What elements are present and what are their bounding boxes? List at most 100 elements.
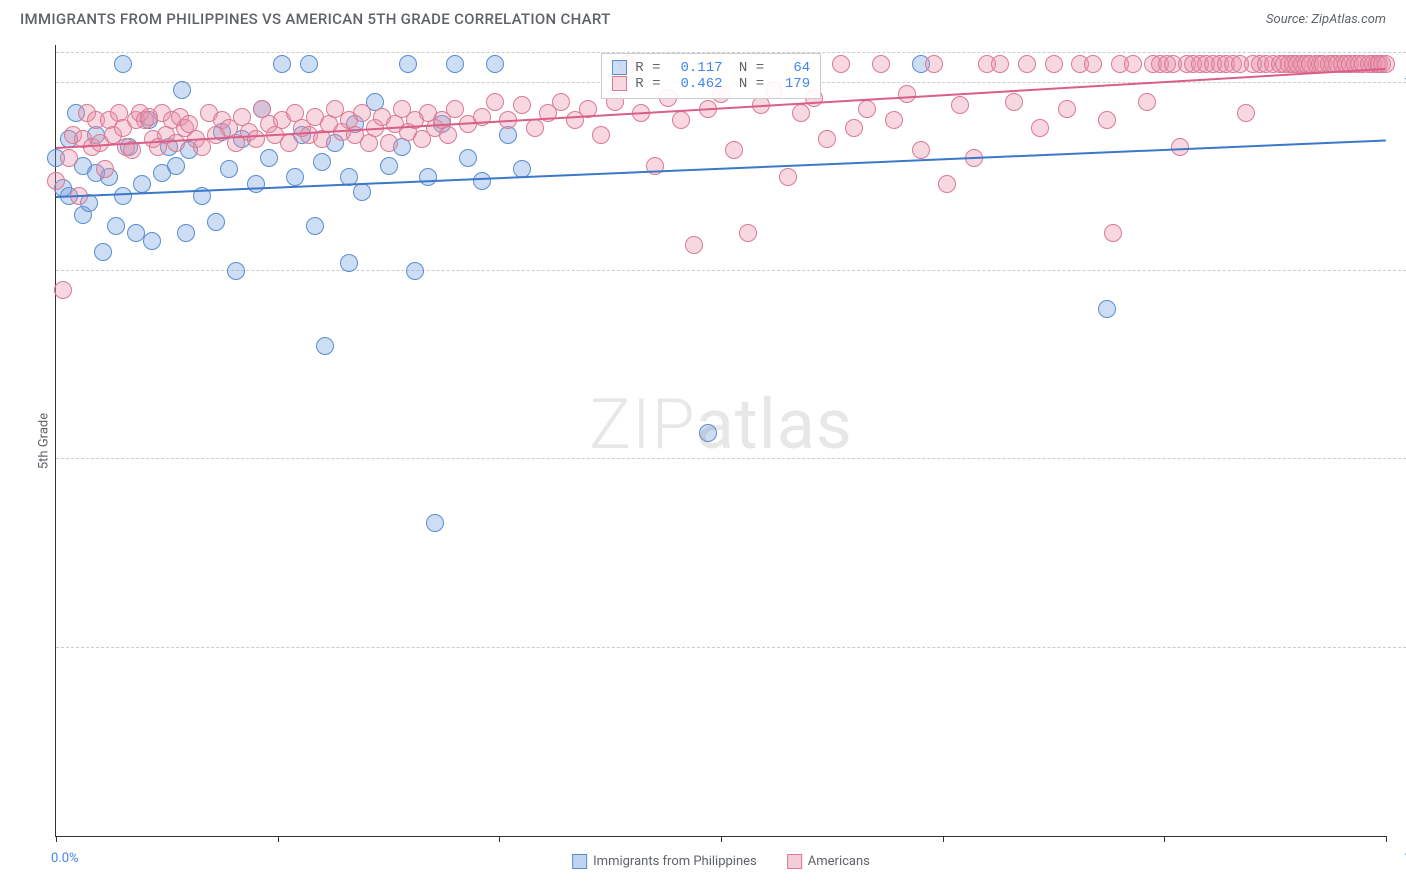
x-axis-min-label: 0.0% [51,851,79,866]
data-point-americans [96,160,114,178]
data-point-immigrants [419,168,437,186]
data-point-americans [1084,55,1102,73]
data-point-americans [739,224,757,242]
data-point-immigrants [306,217,324,235]
plot-area: 85.0%90.0%95.0%100.0% [56,45,1386,836]
data-point-immigrants [446,55,464,73]
x-tick [943,836,944,842]
data-point-immigrants [699,424,717,442]
data-point-americans [1104,224,1122,242]
legend-item: Americans [787,854,870,869]
data-point-americans [247,130,265,148]
swatch-icon [612,76,627,91]
data-point-immigrants [114,55,132,73]
data-point-americans [779,168,797,186]
data-point-americans [725,141,743,159]
data-point-americans [526,119,544,137]
data-point-immigrants [426,514,444,532]
data-point-americans [885,111,903,129]
data-point-immigrants [406,262,424,280]
data-point-americans [792,104,810,122]
data-point-immigrants [167,157,185,175]
data-point-immigrants [173,81,191,99]
x-tick [56,836,57,842]
data-point-immigrants [1098,300,1116,318]
legend-label: Americans [808,854,870,869]
data-point-immigrants [300,55,318,73]
data-point-immigrants [260,149,278,167]
chart-area: 5th Grade 85.0%90.0%95.0%100.0% ZIPatlas… [55,45,1386,837]
data-point-americans [1171,138,1189,156]
data-point-americans [832,55,850,73]
data-point-americans [380,134,398,152]
data-point-immigrants [473,172,491,190]
data-point-americans [1124,55,1142,73]
data-point-americans [872,55,890,73]
source-label: Source: ZipAtlas.com [1266,12,1386,27]
data-point-immigrants [143,232,161,250]
data-point-americans [60,149,78,167]
data-point-americans [439,126,457,144]
data-point-immigrants [313,153,331,171]
swatch-icon [787,854,802,869]
legend-item: Immigrants from Philippines [572,854,757,869]
data-point-immigrants [207,213,225,231]
data-point-immigrants [273,55,291,73]
x-tick [278,836,279,842]
gridline [56,458,1406,459]
x-tick [1164,836,1165,842]
data-point-americans [486,93,504,111]
data-point-immigrants [286,168,304,186]
data-point-americans [898,85,916,103]
data-point-americans [1058,100,1076,118]
x-tick [1386,836,1387,842]
chart-title: IMMIGRANTS FROM PHILIPPINES VS AMERICAN … [20,10,611,28]
gridline [56,647,1406,648]
legend: Immigrants from Philippines Americans [572,854,870,869]
data-point-immigrants [247,175,265,193]
data-point-americans [446,100,464,118]
data-point-immigrants [107,217,125,235]
data-point-americans [858,100,876,118]
data-point-immigrants [220,160,238,178]
data-point-immigrants [94,243,112,261]
gridline [56,270,1406,271]
x-tick [499,836,500,842]
data-point-americans [1031,119,1049,137]
data-point-immigrants [399,55,417,73]
correlation-stats-box: R =0.117 N =64R =0.462 N =179 [601,53,821,99]
swatch-icon [612,60,627,75]
data-point-americans [991,55,1009,73]
data-point-immigrants [340,254,358,272]
data-point-americans [1098,111,1116,129]
data-point-americans [1138,93,1156,111]
data-point-immigrants [353,183,371,201]
data-point-immigrants [459,149,477,167]
data-point-immigrants [114,187,132,205]
data-point-immigrants [227,262,245,280]
data-point-americans [845,119,863,137]
stats-row-immigrants: R =0.117 N =64 [612,60,810,76]
data-point-americans [47,172,65,190]
data-point-americans [280,134,298,152]
data-point-immigrants [380,157,398,175]
data-point-immigrants [486,55,504,73]
data-point-immigrants [177,224,195,242]
data-point-americans [513,96,531,114]
data-point-americans [1005,93,1023,111]
data-point-americans [925,55,943,73]
legend-label: Immigrants from Philippines [593,854,757,869]
data-point-americans [938,175,956,193]
data-point-americans [1018,55,1036,73]
data-point-americans [552,93,570,111]
data-point-americans [951,96,969,114]
data-point-americans [912,141,930,159]
data-point-americans [54,281,72,299]
data-point-immigrants [133,175,151,193]
data-point-americans [592,126,610,144]
data-point-americans [685,236,703,254]
data-point-americans [672,111,690,129]
swatch-icon [572,854,587,869]
y-axis-title: 5th Grade [37,412,52,468]
data-point-americans [1237,104,1255,122]
